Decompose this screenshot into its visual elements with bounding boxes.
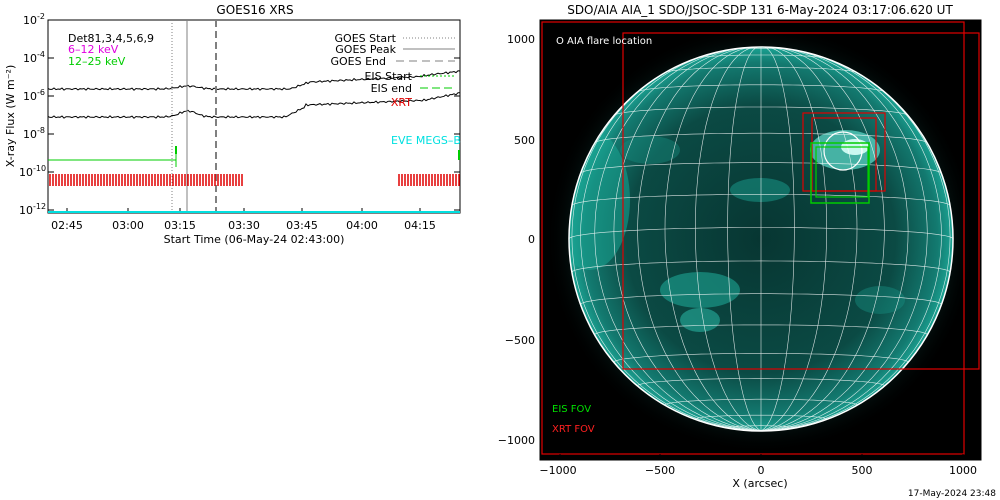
grid-line	[760, 50, 942, 431]
legend-goes-peak: GOES Peak	[335, 43, 396, 56]
aia-xtick: −500	[645, 464, 675, 477]
grid-line	[613, 47, 762, 431]
goes-ylabel: X-ray Flux (W m⁻²)	[4, 65, 17, 167]
solar-limb	[568, 46, 954, 432]
svg-text:10-2: 10-2	[23, 12, 45, 27]
goes-xticks: 02:45 03:00 03:15 03:30 03:45 04:00 04:1…	[51, 208, 436, 232]
xrt-observation-dashes	[49, 174, 460, 186]
aia-ytick: −500	[505, 334, 535, 347]
goes-xtick: 03:30	[228, 219, 260, 232]
goes-ytick: 10-10	[19, 164, 46, 179]
aia-ytick: 500	[514, 134, 535, 147]
grid-line	[594, 48, 762, 431]
svg-text:10-8: 10-8	[23, 126, 45, 141]
grid-line	[727, 46, 762, 431]
grid-line	[580, 50, 762, 431]
flare-location-label: O AIA flare location	[556, 36, 652, 47]
grid-line	[760, 47, 885, 431]
eis-fov-box-inner	[815, 146, 869, 198]
legend-eis-start: EIS Start	[364, 70, 412, 83]
goes-ytick: 10-4	[23, 50, 45, 65]
xrt-fov-box-ar-inner	[811, 117, 877, 192]
active-regions	[569, 130, 905, 332]
goes-xtick: 04:00	[346, 219, 378, 232]
goes-ytick: 10-2	[23, 12, 45, 27]
legend-goes-end: GOES End	[330, 55, 386, 68]
grid-line	[760, 47, 909, 431]
goes-ytick: 10-8	[23, 126, 45, 141]
goes-legend: GOES Start GOES Peak GOES End EIS Start …	[330, 32, 455, 109]
heliographic-grid	[568, 46, 954, 431]
xrt-fov-label: XRT FOV	[552, 424, 595, 435]
aia-xtick: −1000	[539, 464, 576, 477]
grid-line	[760, 47, 858, 431]
aia-xticks: −1000 −500 0 500 1000	[539, 454, 977, 477]
goes-ytick: 10-12	[19, 202, 46, 217]
goes-xrs-plot: GOES16 XRS X-ray Flux (W m⁻²) 10-2 10-4 …	[4, 3, 461, 246]
goes-xtick: 04:15	[404, 219, 436, 232]
channel-label-6-12: 6–12 keV	[68, 43, 119, 56]
goes-short-channel-curve	[47, 92, 461, 119]
aia-xtick: 0	[758, 464, 765, 477]
aia-xtick: 500	[852, 464, 873, 477]
generation-timestamp: 17-May-2024 23:48	[908, 489, 996, 499]
legend-goes-start: GOES Start	[335, 32, 397, 45]
goes-xtick-marks	[66, 208, 421, 213]
aia-image-panel: SDO/AIA AIA_1 SDO/JSOC-SDP 131 6-May-202…	[498, 3, 982, 490]
grid-line	[760, 59, 951, 431]
goes-ytick-marks	[48, 19, 460, 211]
goes-title: GOES16 XRS	[216, 3, 293, 17]
aia-ytick: 0	[528, 233, 535, 246]
grid-line	[760, 48, 928, 431]
goes-yticks: 10-2 10-4 10-6 10-8 10-10 10-12	[19, 12, 460, 217]
eis-time-marker	[48, 150, 177, 167]
svg-text:10-10: 10-10	[19, 164, 46, 179]
aia-yticks: 1000 500 0 −500 −1000	[498, 33, 535, 447]
goes-xtick: 03:00	[112, 219, 144, 232]
grid-line	[664, 47, 762, 431]
channel-label-det: Det81,3,4,5,6,9	[68, 32, 154, 45]
aia-ytick: 1000	[507, 33, 535, 46]
eis-fov-box	[810, 142, 870, 204]
aia-xtick: 1000	[949, 464, 977, 477]
eve-label: EVE MEGS–B	[391, 134, 461, 147]
goes-xtick: 03:15	[164, 219, 196, 232]
xrt-fov-box-full	[541, 21, 965, 455]
flare-location-circle	[823, 131, 863, 171]
legend-xrt: XRT	[391, 96, 412, 109]
aia-title: SDO/AIA AIA_1 SDO/JSOC-SDP 131 6-May-202…	[567, 3, 953, 17]
goes-ytick: 10-6	[23, 88, 45, 103]
goes-xtick: 02:45	[51, 219, 83, 232]
goes-xtick: 03:45	[286, 219, 318, 232]
grid-line	[760, 47, 828, 431]
goes-long-channel-curve	[47, 70, 461, 91]
svg-text:10-4: 10-4	[23, 50, 45, 65]
grid-line	[694, 47, 762, 431]
channel-label-12-25: 12–25 keV	[68, 55, 126, 68]
grid-line	[637, 47, 762, 431]
eis-fov-label: EIS FOV	[552, 404, 591, 415]
aia-xtick-marks	[559, 454, 964, 460]
grid-line	[760, 46, 795, 431]
legend-eis-end: EIS end	[371, 82, 412, 95]
grid-line	[571, 59, 762, 431]
aia-ytick: −1000	[498, 434, 535, 447]
aia-xlabel: X (arcsec)	[732, 477, 787, 490]
xrt-fov-box-large	[622, 32, 980, 370]
svg-text:10-6: 10-6	[23, 88, 45, 103]
svg-text:10-12: 10-12	[19, 202, 46, 217]
goes-xlabel: Start Time (06-May-24 02:43:00)	[164, 233, 345, 246]
